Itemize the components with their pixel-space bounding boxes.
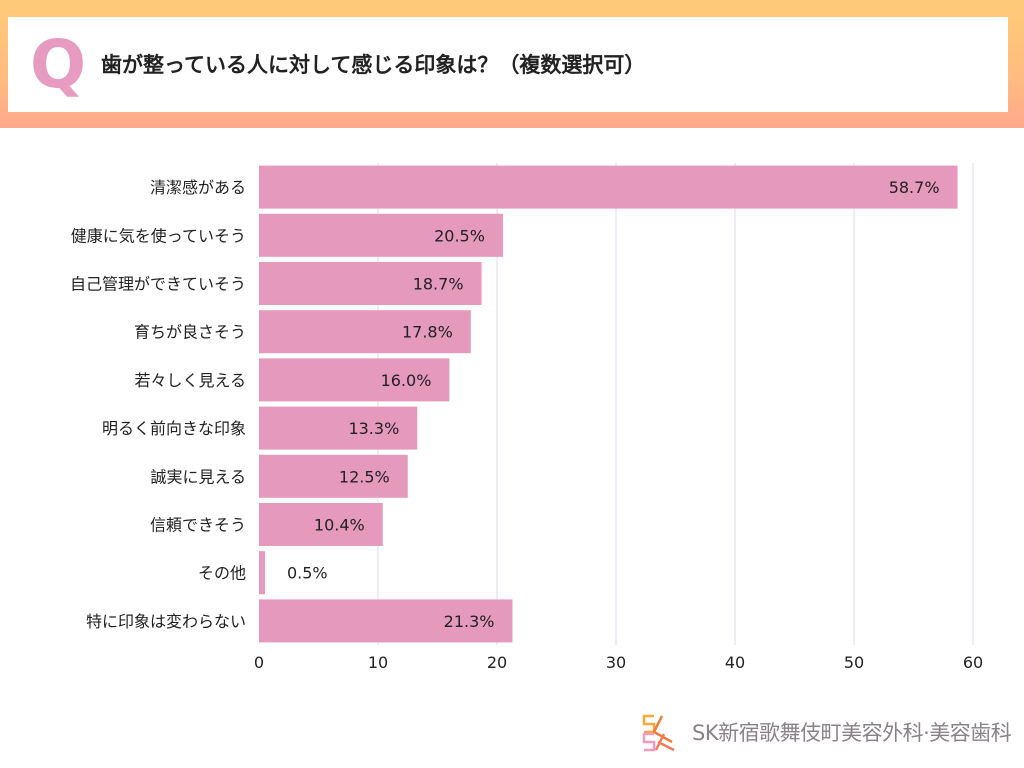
x-tick-label: 0 <box>254 653 264 672</box>
clinic-logo: SK新宿歌舞伎町美容外科·美容歯科 <box>640 712 1012 752</box>
q-mark: Q <box>30 26 87 103</box>
x-tick-label: 30 <box>606 653 626 672</box>
data-label: 13.3% <box>348 419 399 438</box>
category-label: 自己管理ができていそう <box>70 275 246 294</box>
x-tick-label: 50 <box>844 653 864 672</box>
sk-logo-mark <box>642 714 675 752</box>
bar <box>259 310 471 354</box>
category-label: 信頼できそう <box>150 516 246 535</box>
category-label: その他 <box>198 564 246 583</box>
x-tick-label: 10 <box>368 653 388 672</box>
data-label: 18.7% <box>413 275 464 294</box>
bar <box>259 262 482 305</box>
category-label: 清潔感がある <box>150 178 246 197</box>
logo-text: SK新宿歌舞伎町美容外科·美容歯科 <box>692 721 1012 745</box>
bar <box>259 551 265 595</box>
category-label: 健康に気を使っていそう <box>71 226 246 245</box>
header-panel <box>8 17 1008 112</box>
data-label: 58.7% <box>889 178 940 197</box>
category-label: 誠実に見える <box>150 467 246 486</box>
x-tick-label: 20 <box>487 653 507 672</box>
bar <box>259 503 383 546</box>
bar <box>259 358 450 402</box>
data-label: 20.5% <box>434 226 485 245</box>
category-label: 育ちが良さそう <box>134 323 246 342</box>
data-label: 10.4% <box>314 516 365 535</box>
bar <box>259 213 503 257</box>
question-title: 歯が整っている人に対して感じる印象は？（複数選択可） <box>101 53 646 77</box>
x-tick-label: 40 <box>725 653 745 672</box>
category-label: 特に印象は変わらない <box>86 612 246 631</box>
x-tick-label: 60 <box>963 653 983 672</box>
category-label: 明るく前向きな印象 <box>102 419 246 438</box>
bar <box>259 599 513 643</box>
data-label: 16.0% <box>381 371 432 390</box>
data-label: 17.8% <box>402 323 453 342</box>
bar <box>259 454 408 498</box>
bar <box>259 165 958 209</box>
category-label: 若々しく見える <box>134 371 246 390</box>
data-label: 0.5% <box>287 564 328 583</box>
bar <box>259 406 418 450</box>
data-label: 12.5% <box>339 467 390 486</box>
data-label: 21.3% <box>444 612 495 631</box>
